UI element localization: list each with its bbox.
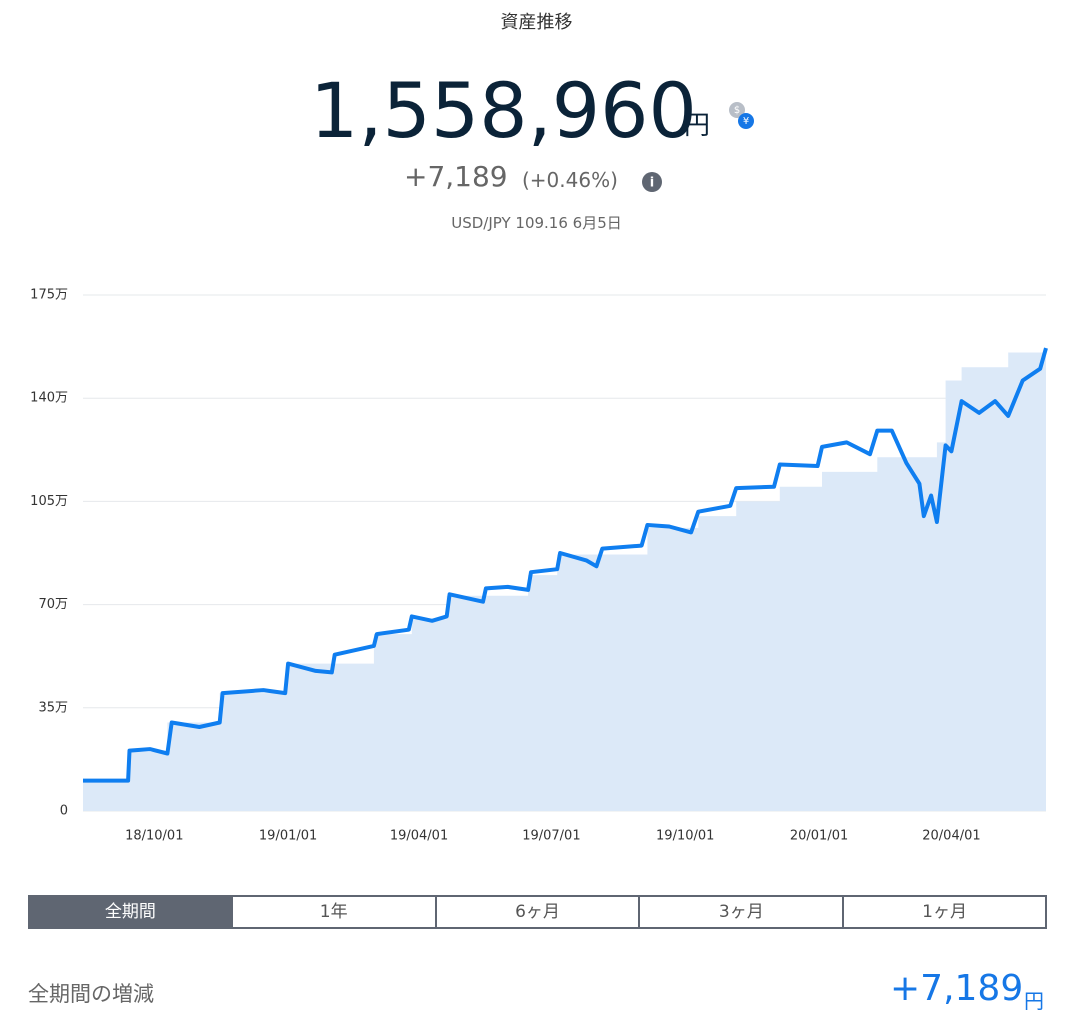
svg-text:¥: ¥	[743, 116, 749, 127]
total-value: 1,558,960	[310, 66, 697, 155]
y-tick-label: 70万	[38, 597, 68, 612]
svg-text:$: $	[734, 105, 740, 116]
summary-label: 全期間の増減	[28, 982, 154, 1006]
info-icon[interactable]: i	[641, 171, 663, 193]
change-value: +7,189	[404, 160, 508, 193]
period-tab[interactable]: 全期間	[28, 895, 232, 929]
summary-unit: 円	[1024, 989, 1044, 1013]
chart: 0 35万 70万 105万 140万 175万 18/10/01 19/01/01 19/04…	[30, 288, 1048, 844]
period-tab[interactable]: 3ヶ月	[639, 895, 844, 929]
line	[83, 347, 1048, 783]
period-tab[interactable]: 1年	[231, 895, 436, 929]
x-tick-label: 20/04/01	[922, 829, 980, 844]
y-tick-label: 105万	[30, 494, 68, 509]
x-tick-label: 20/01/01	[790, 829, 848, 844]
x-tick-label: 19/04/01	[390, 829, 448, 844]
change-percent: (+0.46%)	[522, 168, 618, 192]
x-tick-label: 19/01/01	[259, 829, 317, 844]
svg-text:i: i	[650, 176, 654, 191]
page-title: 資産推移	[500, 12, 573, 33]
summary-value: +7,189	[890, 968, 1024, 1009]
x-tick-label: 19/07/01	[522, 829, 580, 844]
period-tab[interactable]: 1ヶ月	[843, 895, 1047, 929]
y-tick-label: 175万	[30, 288, 68, 303]
fx-rate: USD/JPY 109.16 6月5日	[451, 214, 622, 232]
y-tick-label: 0	[60, 804, 68, 819]
y-tick-label: 35万	[38, 700, 68, 715]
x-tick-label: 19/10/01	[656, 829, 714, 844]
period-tab[interactable]: 6ヶ月	[435, 895, 640, 929]
area	[83, 352, 1046, 811]
x-tick-label: 18/10/01	[125, 829, 183, 844]
currency-icon: $ ¥	[729, 102, 754, 129]
y-tick-label: 140万	[30, 391, 68, 406]
total-unit: 円	[684, 111, 711, 141]
